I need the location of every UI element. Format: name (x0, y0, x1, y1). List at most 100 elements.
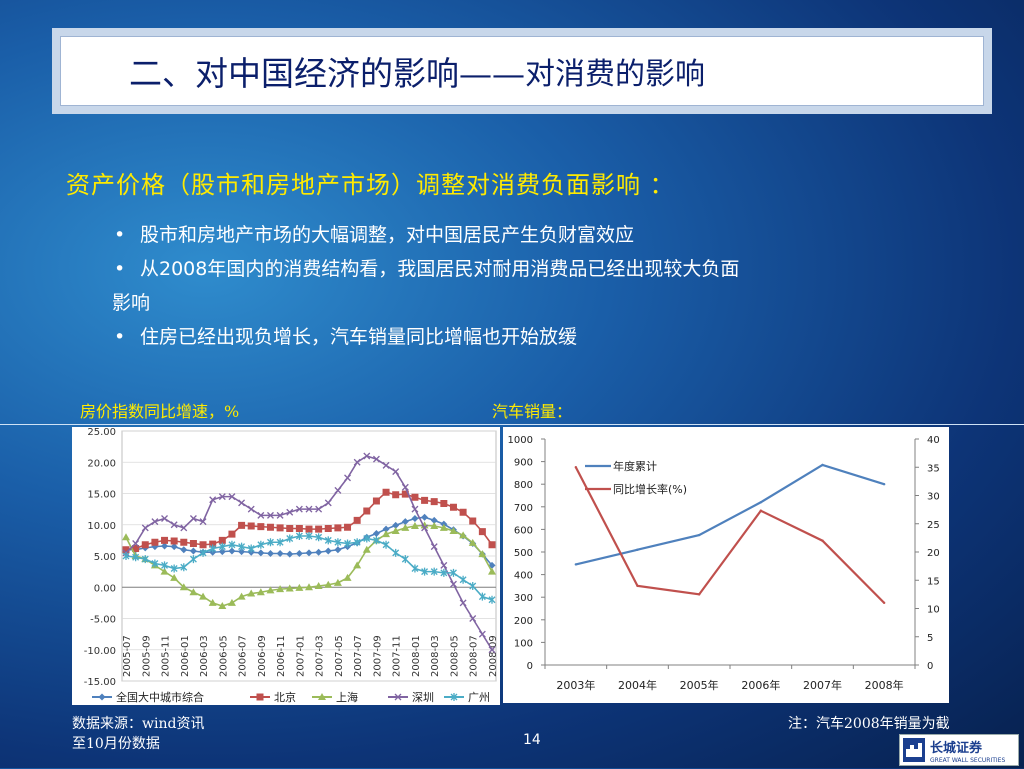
data-point (430, 498, 438, 506)
data-point (238, 521, 246, 529)
data-point (478, 550, 487, 558)
bullet-item: • 住房已经出现负增长，汽车销量同比增幅也开始放缓 (110, 320, 990, 354)
x-tick-label: 2006年 (741, 678, 780, 692)
data-point (179, 583, 188, 591)
data-point (440, 500, 448, 507)
legend-marker (318, 693, 326, 700)
data-point (344, 474, 351, 482)
logo-cn-text: 长城证券 (930, 740, 983, 756)
data-point (324, 525, 332, 532)
data-point (334, 546, 342, 554)
page-subtitle: 对消费的影响 (525, 57, 705, 92)
data-point (410, 522, 419, 529)
y-tick-label: 25.00 (87, 427, 116, 438)
data-point (305, 532, 313, 540)
source-note-line2: 至10月份数据 (72, 736, 160, 752)
data-point (392, 491, 400, 499)
data-point (334, 524, 342, 532)
left-chart-label: 房价指数同比增速，% (80, 402, 240, 421)
data-point (440, 561, 448, 569)
legend-marker (98, 693, 106, 701)
x-tick-label: 2008-07 (469, 635, 480, 677)
data-point (315, 525, 323, 533)
y-tick-label: 15.00 (87, 490, 116, 501)
data-point (459, 508, 467, 516)
data-point (324, 580, 333, 588)
data-point (574, 466, 578, 469)
data-point (401, 518, 409, 526)
data-point (208, 598, 217, 606)
data-point (132, 540, 140, 547)
page-title: 二、对中国经济的影响—— (129, 54, 525, 93)
data-point (237, 592, 246, 600)
data-point (314, 582, 323, 589)
data-point (382, 530, 391, 538)
data-point (295, 532, 303, 540)
x-tick-label: 2006-03 (199, 635, 210, 677)
data-point (228, 493, 236, 501)
data-point (821, 539, 824, 542)
car-sales-note: 注：汽车2008年销量为截 (788, 716, 950, 732)
car-sales-chart: 0 100 200 300 400 500 600 700 800 900 1000 0 5 10 15 20… (503, 427, 949, 703)
bullet-list: • 股市和房地产市场的大幅调整，对中国居民产生负财富效应 • 从2008年国内的… (110, 218, 990, 354)
x-tick-label: 2006-01 (180, 635, 191, 677)
data-point (430, 567, 438, 576)
bullet-item: • 从2008年国内的消费结构看，我国居民对耐用消费品已经出现较大负面 (110, 252, 990, 286)
data-point (141, 524, 149, 532)
legend-marker (256, 693, 264, 701)
data-point (439, 523, 448, 531)
y-tick-label-left: 0 (527, 661, 533, 672)
data-point (247, 544, 255, 553)
data-point (488, 541, 496, 549)
legend-marker (450, 693, 458, 701)
data-point (286, 550, 294, 558)
bullet-item: • 股市和房地产市场的大幅调整，对中国居民产生负财富效应 (110, 218, 990, 252)
data-point (401, 490, 409, 498)
data-point (305, 549, 313, 557)
data-point (170, 537, 178, 545)
logo-en-text: GREAT WALL SECURITIES (930, 757, 1005, 764)
data-point (122, 546, 130, 554)
y-tick-label-right: 15 (927, 576, 940, 587)
x-tick-label: 2007-11 (392, 635, 403, 677)
data-point (189, 515, 197, 522)
data-point (161, 561, 168, 570)
data-point (449, 503, 457, 511)
data-point (363, 534, 371, 543)
legend-label: 广州 (468, 691, 490, 704)
data-point (305, 583, 313, 591)
data-point (334, 538, 342, 547)
y-tick-label-left: 800 (514, 480, 533, 491)
housing-price-chart-svg: 25.00 20.00 15.00 10.00 5.00 0.00 -5.00 -10.00 -… (84, 427, 499, 704)
data-point (151, 538, 159, 546)
x-tick-label: 2005-09 (141, 635, 152, 677)
legend-label: 北京 (274, 690, 296, 704)
data-point (344, 523, 352, 531)
data-point (882, 483, 886, 486)
data-point (228, 530, 236, 538)
x-tick-label: 2008-01 (411, 635, 422, 677)
x-tick-label: 2007-05 (334, 635, 345, 677)
data-point (344, 539, 351, 548)
data-point (372, 536, 380, 545)
data-point (122, 552, 130, 560)
data-point (305, 525, 313, 533)
data-point (199, 518, 207, 526)
legend-label: 年度累计 (613, 459, 657, 473)
data-point (478, 592, 486, 601)
data-point (315, 548, 323, 556)
data-point (266, 550, 274, 557)
data-point (392, 468, 400, 476)
data-point (257, 511, 265, 519)
x-tick-label: 2007年 (803, 678, 842, 692)
section-heading: 资产价格（股市和房地产市场）调整对消费负面影响 ： (66, 171, 675, 199)
data-point (353, 458, 361, 466)
data-point (161, 542, 169, 550)
data-point (257, 549, 265, 557)
data-point (209, 544, 217, 553)
x-tick-label: 2005年 (680, 678, 719, 692)
data-point (170, 543, 178, 551)
data-point (362, 545, 371, 553)
x-tick-label: 2006-05 (218, 635, 229, 677)
data-point (199, 541, 207, 549)
